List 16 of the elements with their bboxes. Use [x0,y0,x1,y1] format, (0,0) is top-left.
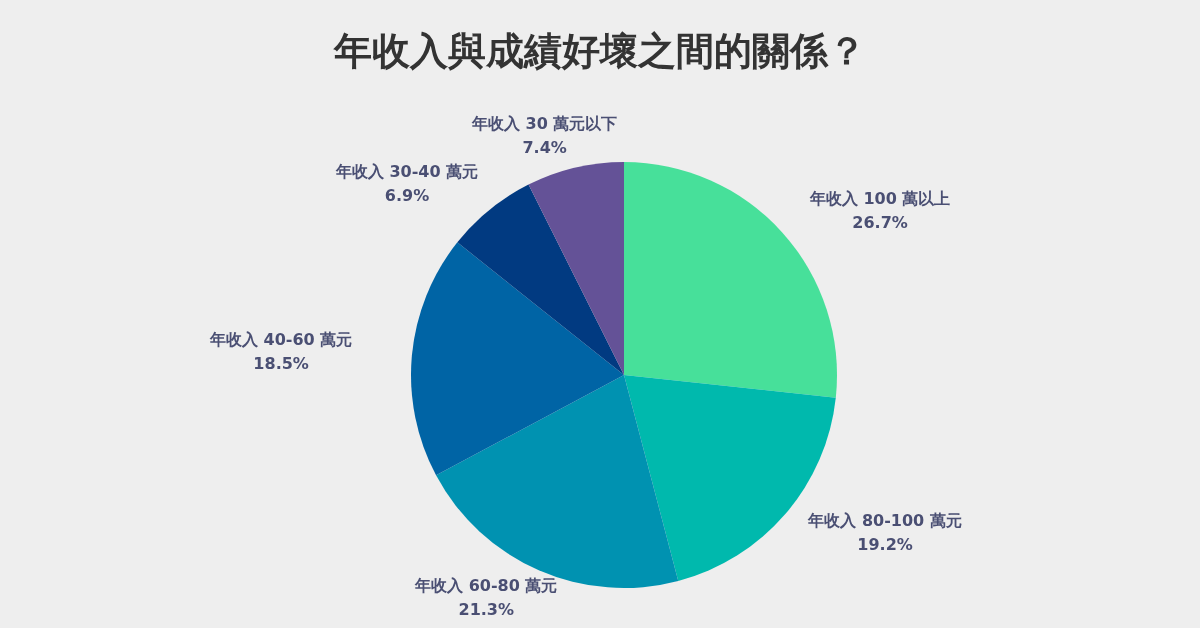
data-label: 26.7% [852,212,908,232]
data-label: 18.5% [253,353,309,373]
data-label: 21.3% [458,599,515,619]
data-label: 7.4% [522,138,567,158]
slice-label: 年收入 100 萬以上 [808,188,951,208]
pie-slice [411,242,624,476]
slice-label: 年收入 30 萬元以下 [470,114,618,134]
slice-label: 年收入 60-80 萬元 [414,575,558,595]
slice-label: 年收入 40-60 萬元 [208,329,353,349]
chart-title: 年收入與成績好壞之間的關係？ [333,29,866,73]
data-label: 19.2% [857,535,913,555]
data-label: 6.9% [384,186,430,206]
pie-slice [528,162,624,375]
pie-slice [457,184,624,375]
slice-label: 年收入 80-100 萬元 [807,511,962,531]
slice-label: 年收入 30-40 萬元 [334,162,479,182]
